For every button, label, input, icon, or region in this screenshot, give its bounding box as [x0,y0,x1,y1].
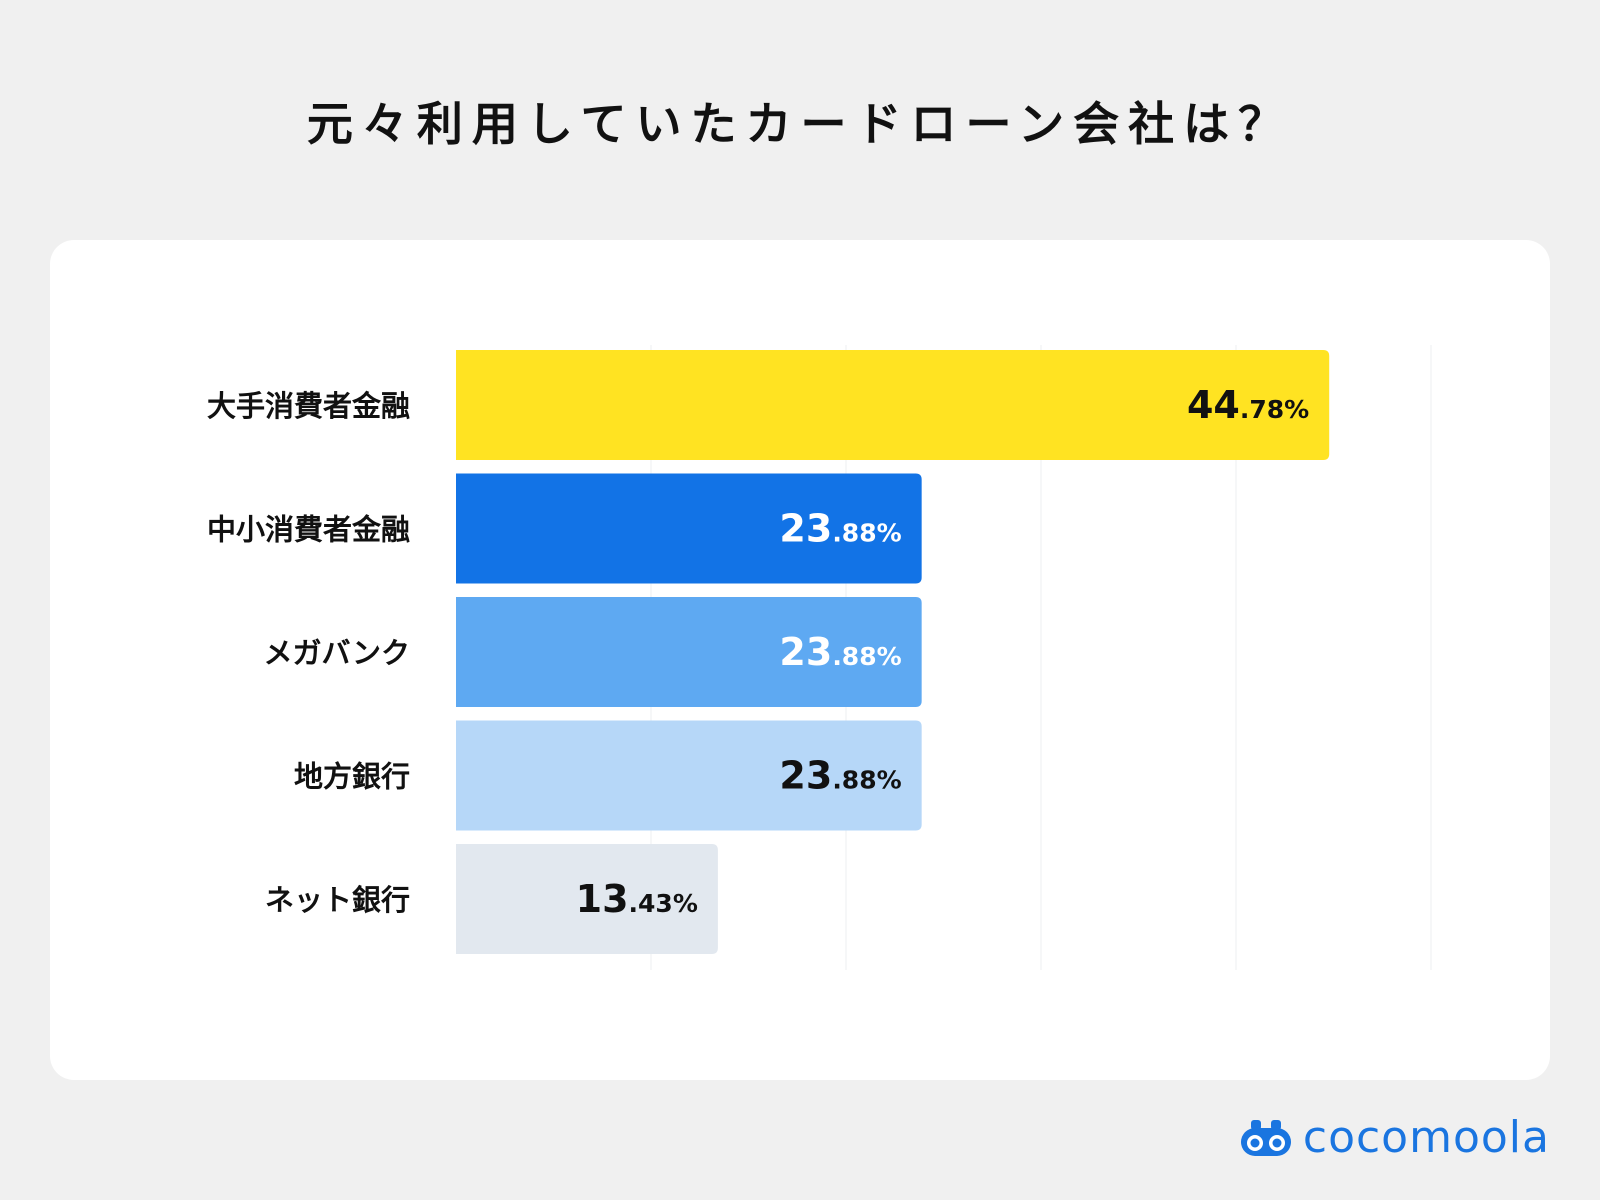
category-label: ネット銀行 [265,883,410,917]
bar [456,720,922,831]
bar-chart: 大手消費者金融 44.78% 中小消費者金融 23.88% メガバンク 23.88% 地方銀… [207,345,1432,970]
value-label: 44.78% [1187,383,1309,427]
bar [456,473,922,584]
bar [456,350,1330,460]
value-label: 23.88% [779,507,901,551]
category-label: 地方銀行 [294,760,410,794]
brand-name: cocomoola [1302,1112,1550,1163]
bar [456,597,922,707]
binoculars-logo-icon [1240,1119,1291,1156]
value-label: 23.88% [779,630,901,674]
category-label: 大手消費者金融 [207,389,410,423]
category-label: 中小消費者金融 [207,513,410,547]
value-label: 13.43% [576,877,698,921]
chart-panel: 大手消費者金融 44.78% 中小消費者金融 23.88% メガバンク 23.88% 地方銀… [50,240,1550,1080]
category-label: メガバンク [264,636,410,670]
value-label: 23.88% [779,754,901,798]
chart-title: 元々利用していたカードローン会社は？ [306,97,1294,151]
bar [456,844,718,954]
brand-logo: cocomoola [1239,1112,1550,1163]
